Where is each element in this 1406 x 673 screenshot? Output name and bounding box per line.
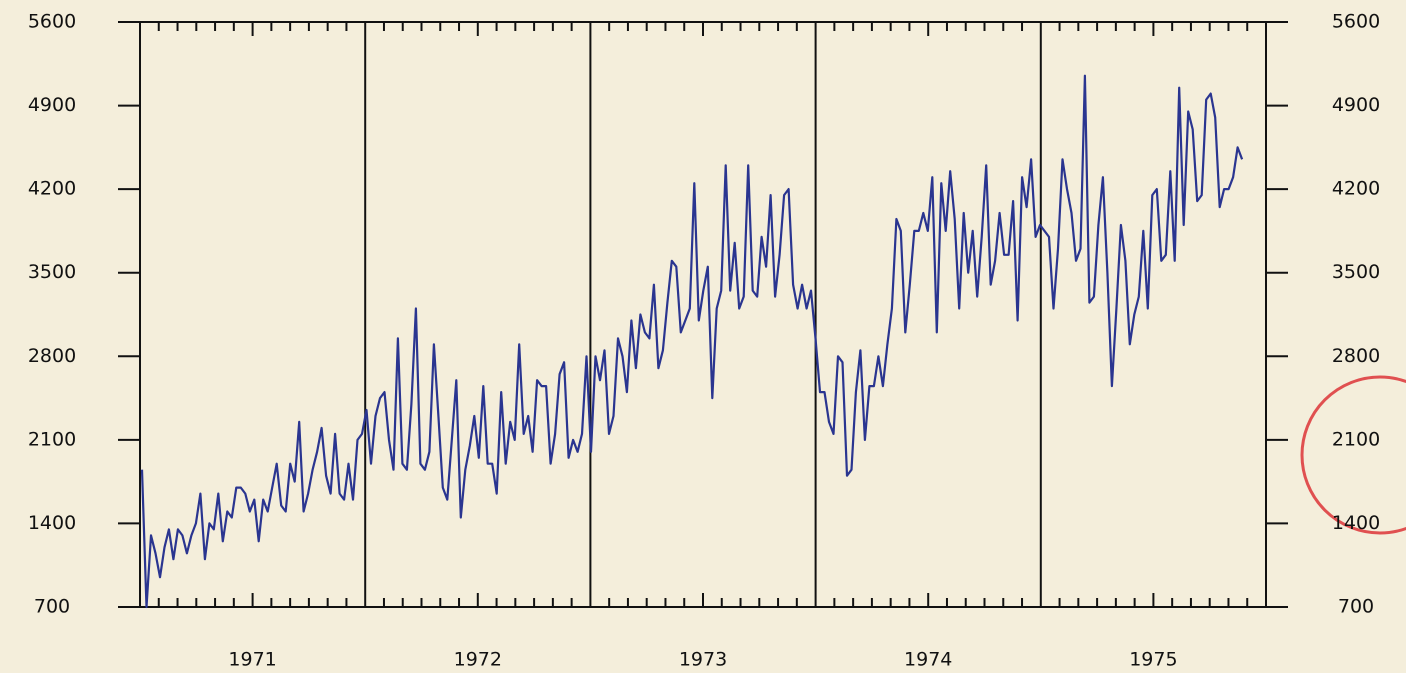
x-tick-label: 1973 bbox=[679, 649, 727, 671]
y2-tick-label: 4900 bbox=[1332, 94, 1380, 116]
y2-tick-label: 3500 bbox=[1332, 261, 1380, 283]
stamp bbox=[1300, 375, 1406, 535]
x-tick-label: 1974 bbox=[904, 649, 952, 671]
y2-tick-label: 4200 bbox=[1332, 178, 1380, 200]
y2-tick-label: 1400 bbox=[1332, 512, 1380, 534]
y2-tick-label: 2100 bbox=[1332, 428, 1380, 450]
x-tick-label: 1971 bbox=[228, 649, 276, 671]
y-tick-label: 700 bbox=[34, 596, 70, 618]
stamp-circle bbox=[1300, 375, 1406, 535]
y2-tick-label: 5600 bbox=[1332, 11, 1380, 33]
y-tick-label: 2100 bbox=[28, 428, 76, 450]
x-tick-label: 1975 bbox=[1129, 649, 1177, 671]
data-line bbox=[140, 74, 1244, 609]
y-tick-label: 1400 bbox=[28, 512, 76, 534]
y-tick-label: 5600 bbox=[28, 11, 76, 33]
x-tick-label: 1972 bbox=[454, 649, 502, 671]
y-tick-label: 2800 bbox=[28, 345, 76, 367]
y2-tick-label: 700 bbox=[1338, 596, 1374, 618]
y-tick-label: 4200 bbox=[28, 178, 76, 200]
y-tick-label: 4900 bbox=[28, 94, 76, 116]
y2-tick-label: 2800 bbox=[1332, 345, 1380, 367]
y-tick-label: 3500 bbox=[28, 261, 76, 283]
